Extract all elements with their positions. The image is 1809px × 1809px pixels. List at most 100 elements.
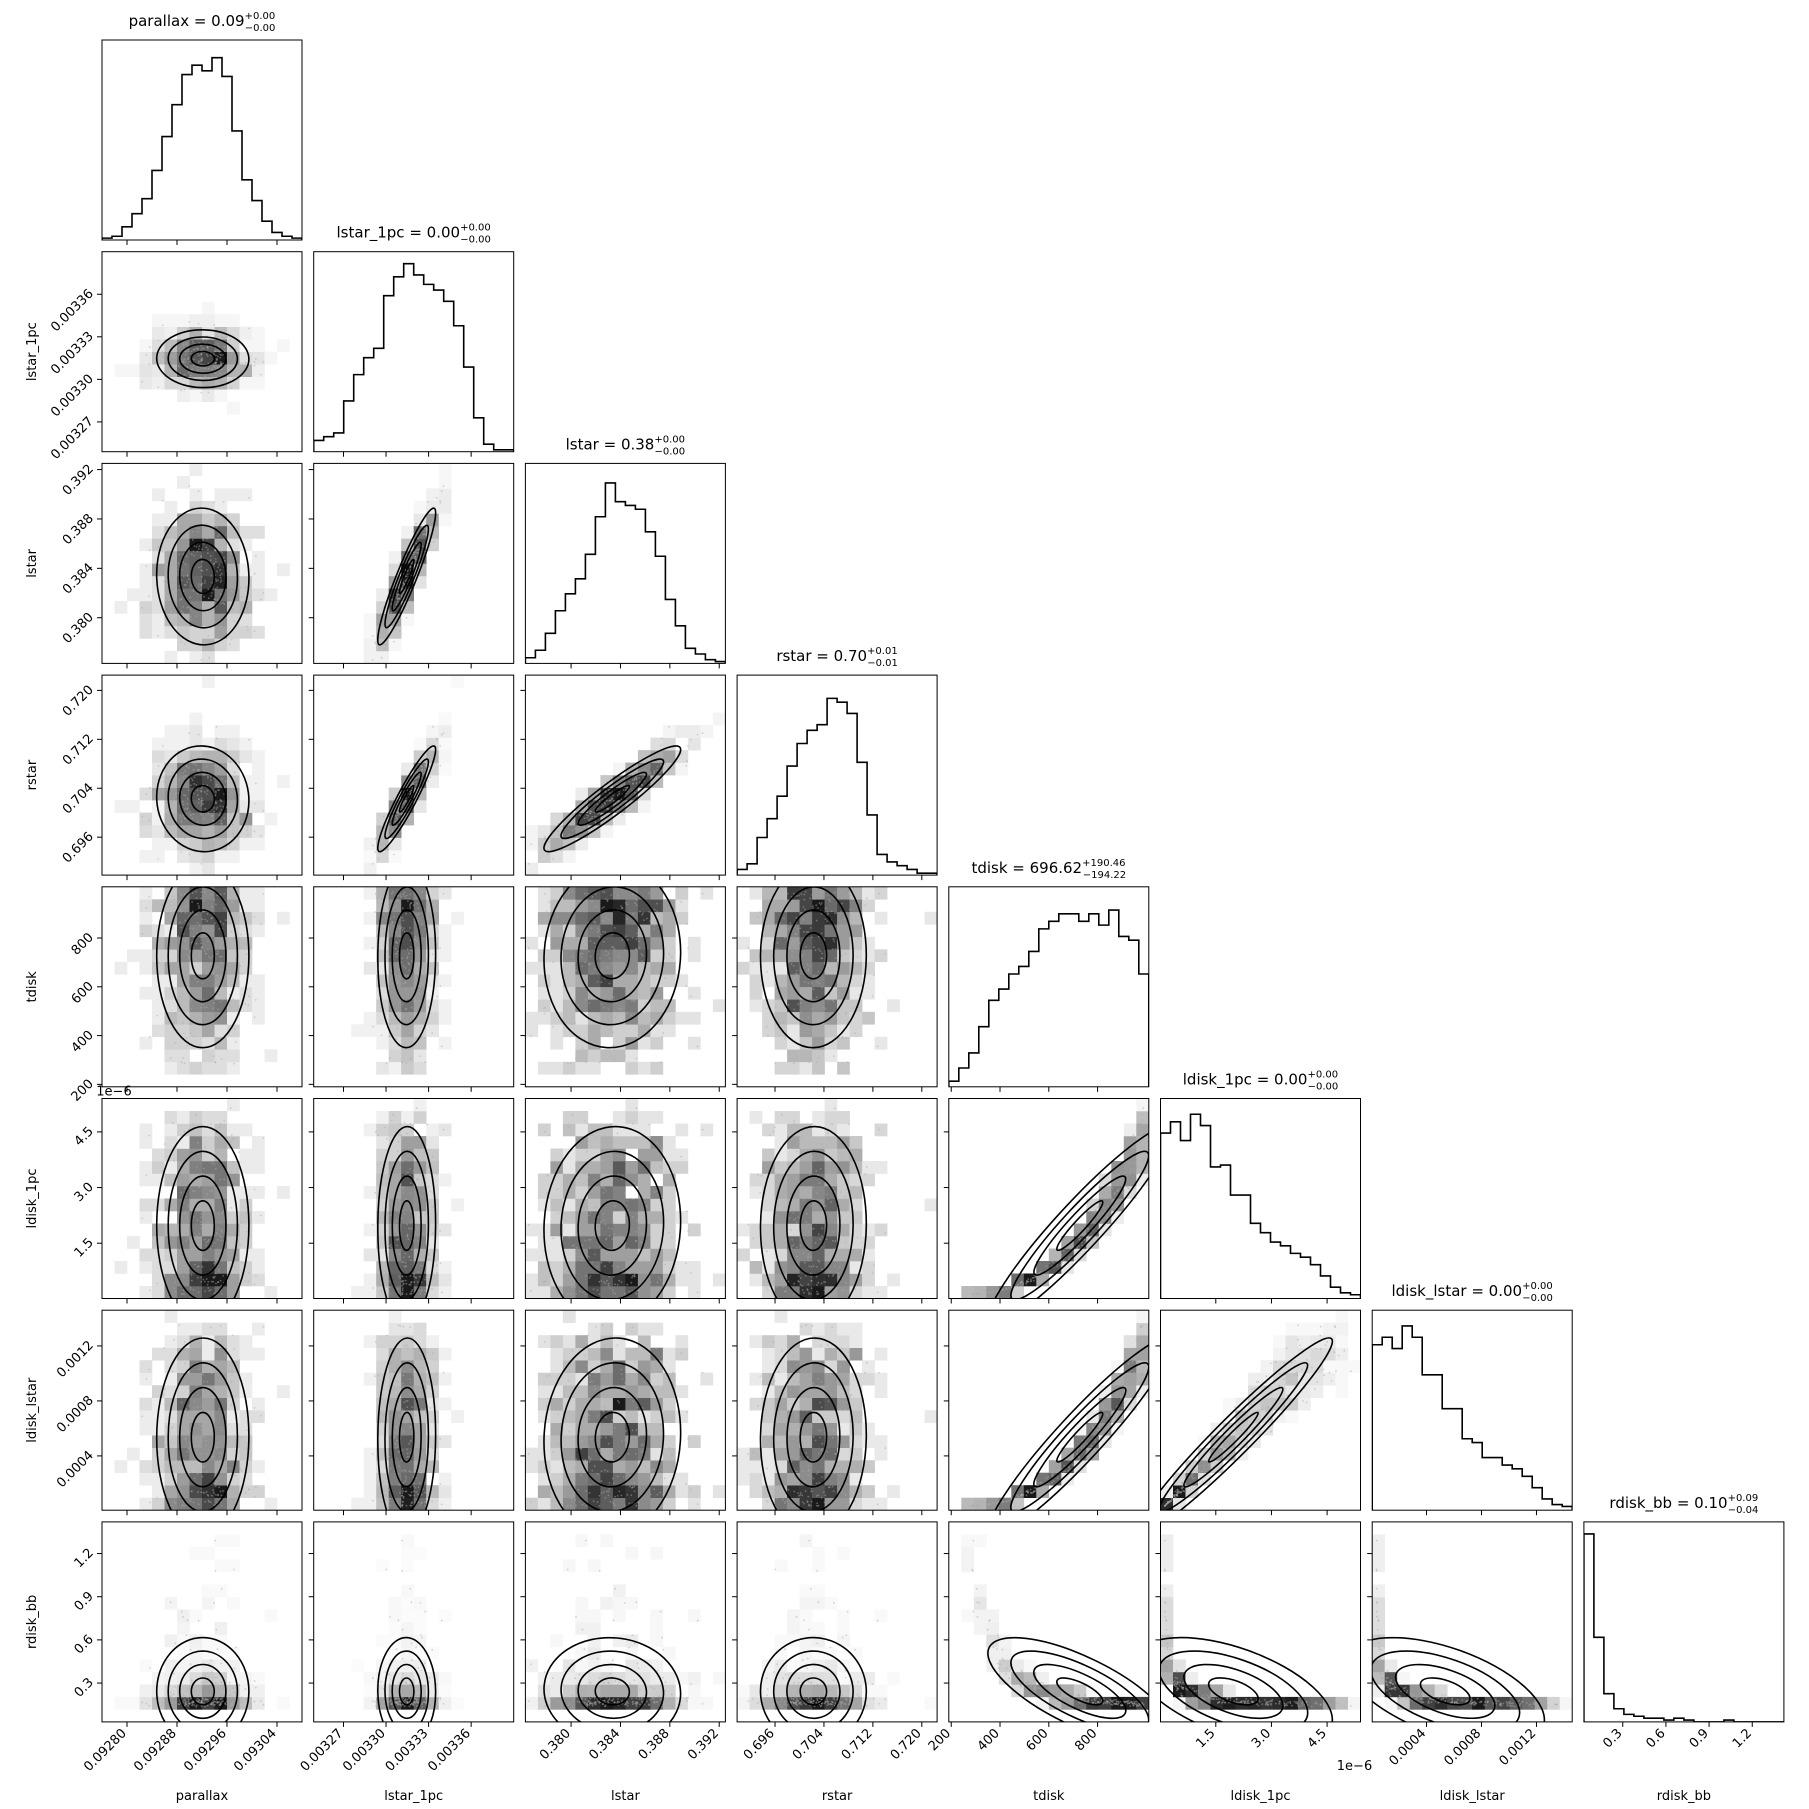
sample-point xyxy=(597,813,599,815)
y-tick-label: 1.5 xyxy=(72,1235,97,1260)
sample-point xyxy=(200,936,203,939)
hist-panel-rstar: rstar = 0.70+0.01 −0.01 xyxy=(736,646,938,881)
sample-point xyxy=(189,616,192,618)
density-cell xyxy=(612,1161,626,1174)
sample-point xyxy=(198,566,200,569)
sample-point xyxy=(831,1123,833,1125)
sample-point xyxy=(588,1247,591,1249)
sample-point xyxy=(635,898,638,901)
sample-point xyxy=(417,1271,420,1273)
sample-point xyxy=(821,1235,823,1237)
sample-point xyxy=(230,1207,233,1209)
contour-line xyxy=(594,784,631,813)
sample-point xyxy=(195,942,198,945)
sample-point xyxy=(157,546,160,549)
sample-point xyxy=(411,1219,413,1222)
sample-point xyxy=(799,1011,802,1014)
sample-point xyxy=(213,764,216,767)
density-cell xyxy=(587,986,601,1000)
sample-point xyxy=(220,516,223,518)
density-cell xyxy=(525,1011,539,1025)
sample-point xyxy=(230,353,233,356)
sample-point xyxy=(396,1221,399,1223)
sample-point xyxy=(816,1042,818,1044)
sample-point xyxy=(204,375,207,378)
sample-point xyxy=(197,1153,200,1156)
sample-point xyxy=(424,1003,426,1006)
contour-line xyxy=(398,932,415,980)
sample-point xyxy=(191,762,194,765)
sample-point xyxy=(217,1281,219,1283)
density-cell xyxy=(227,314,240,327)
sample-point xyxy=(180,1217,183,1219)
sample-point xyxy=(404,1279,407,1282)
sample-point xyxy=(207,588,210,591)
sample-point xyxy=(819,1158,822,1160)
density-cell xyxy=(177,737,190,751)
sample-point xyxy=(169,969,172,972)
sample-point xyxy=(806,1032,809,1035)
sample-point xyxy=(382,843,385,846)
sample-point xyxy=(228,993,231,996)
density-cell xyxy=(214,812,228,826)
sample-point xyxy=(809,897,811,900)
sample-point xyxy=(407,1238,410,1240)
sample-point xyxy=(180,821,183,824)
sample-point xyxy=(807,1016,810,1019)
density-cell xyxy=(214,725,228,738)
sample-point xyxy=(635,938,638,941)
sample-point xyxy=(626,983,628,985)
density-cell xyxy=(177,625,190,639)
sample-point xyxy=(417,907,420,909)
sample-point xyxy=(187,1203,190,1206)
sample-point xyxy=(803,898,806,901)
sample-point xyxy=(424,1036,426,1039)
sample-point xyxy=(781,953,783,955)
sample-point xyxy=(579,829,582,832)
density-cell xyxy=(600,1049,614,1063)
sample-point xyxy=(215,967,218,969)
sample-point xyxy=(145,354,148,357)
sample-point xyxy=(230,552,233,555)
sample-point xyxy=(829,1171,832,1174)
sample-point xyxy=(157,386,160,388)
density-cell xyxy=(264,588,278,602)
histogram-lstar_1pc xyxy=(313,262,514,452)
sample-point xyxy=(840,890,843,893)
density-cell xyxy=(164,825,178,838)
sample-point xyxy=(837,1272,840,1274)
sample-point xyxy=(408,1159,411,1162)
sample-point xyxy=(253,1016,256,1019)
histogram-rstar xyxy=(737,697,938,876)
contour-line xyxy=(376,507,437,646)
sample-point xyxy=(556,830,559,833)
density-cell xyxy=(625,961,639,975)
density-cell xyxy=(376,1111,389,1124)
sample-point xyxy=(182,814,184,817)
sample-point xyxy=(220,809,223,811)
sample-point xyxy=(829,1271,831,1273)
sample-point xyxy=(402,1256,405,1259)
sample-point xyxy=(631,1036,634,1039)
sample-point xyxy=(193,554,196,557)
sample-point xyxy=(391,1178,393,1181)
sample-point xyxy=(195,764,198,767)
density-cell xyxy=(550,924,564,938)
sample-point xyxy=(818,1261,821,1263)
sample-point xyxy=(203,1280,206,1283)
density-cell xyxy=(612,1011,626,1025)
sample-point xyxy=(604,1223,607,1226)
density-cell xyxy=(227,1198,240,1212)
sample-point xyxy=(431,1032,434,1034)
sample-point xyxy=(421,1035,423,1038)
density-cell xyxy=(924,911,938,925)
sample-point xyxy=(218,533,221,536)
sample-point xyxy=(178,585,181,587)
sample-point xyxy=(192,1035,195,1038)
density-cell xyxy=(749,1236,763,1249)
sample-point xyxy=(832,938,835,941)
sample-point xyxy=(209,1247,212,1250)
sample-point xyxy=(185,1239,188,1242)
sample-point xyxy=(184,940,187,942)
sample-point xyxy=(546,849,549,852)
